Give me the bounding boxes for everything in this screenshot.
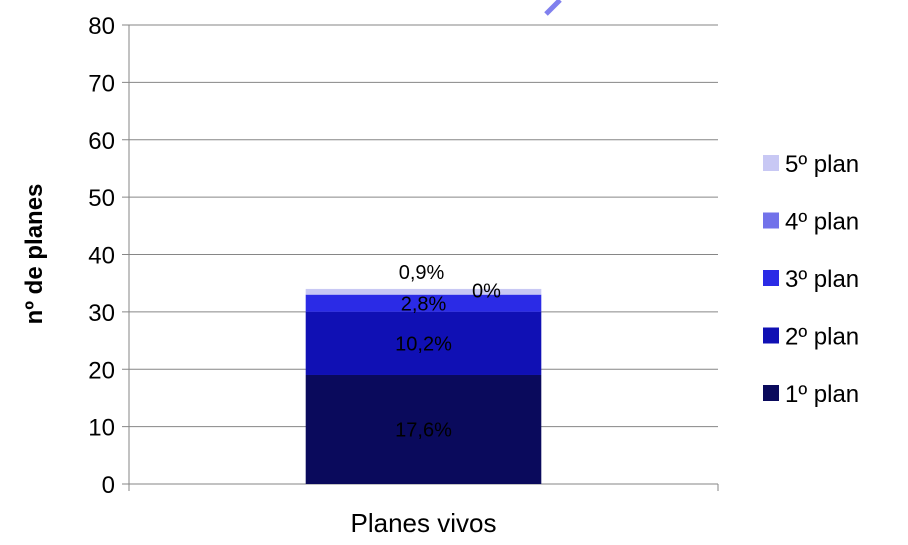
data-label-series-4: 0% — [472, 281, 501, 303]
y-tick-label: 70 — [88, 70, 115, 97]
legend-label: 4º plan — [785, 209, 859, 236]
data-label-series-2: 10,2% — [395, 333, 452, 355]
data-labels: 17,6% 10,2% 2,8% 0% 0,9% — [395, 262, 501, 442]
bars — [305, 288, 542, 484]
y-tick-label: 40 — [88, 243, 115, 270]
y-tick-labels: 0 10 20 30 40 50 60 70 80 — [88, 13, 115, 499]
legend-label: 1º plan — [785, 381, 859, 408]
legend-label: 2º plan — [785, 324, 859, 351]
data-label-series-3: 2,8% — [401, 293, 447, 315]
legend-swatch — [763, 155, 779, 171]
y-tick-label: 0 — [102, 472, 115, 499]
legend-label: 5º plan — [785, 151, 859, 178]
partial-arrow-line — [544, 0, 562, 16]
legend-swatch — [763, 270, 779, 286]
data-label-series-1: 17,6% — [395, 419, 452, 441]
legend-swatch — [763, 212, 779, 229]
y-tick-label: 30 — [88, 300, 115, 327]
legend-swatch — [763, 385, 779, 401]
bar-segment-5 — [305, 288, 542, 295]
x-category-labels: Planes vivos — [351, 508, 497, 538]
legend-swatch — [763, 327, 779, 344]
bar-segment-3 — [305, 294, 542, 312]
x-category-label: Planes vivos — [351, 508, 497, 538]
data-label-series-5: 0,9% — [399, 262, 445, 284]
y-tick-label: 80 — [88, 13, 115, 40]
bar-segment-1 — [305, 374, 542, 484]
y-tick-label: 50 — [88, 185, 115, 212]
y-tick-label: 10 — [88, 415, 115, 442]
y-axis-title: nº de planes — [21, 184, 48, 325]
bar-segment-2 — [305, 311, 542, 375]
legend: 5º plan 4º plan 3º plan 2º plan 1º plan — [763, 151, 859, 408]
y-tick-label: 60 — [88, 128, 115, 155]
y-tick-label: 20 — [88, 357, 115, 384]
legend-label: 3º plan — [785, 266, 859, 293]
